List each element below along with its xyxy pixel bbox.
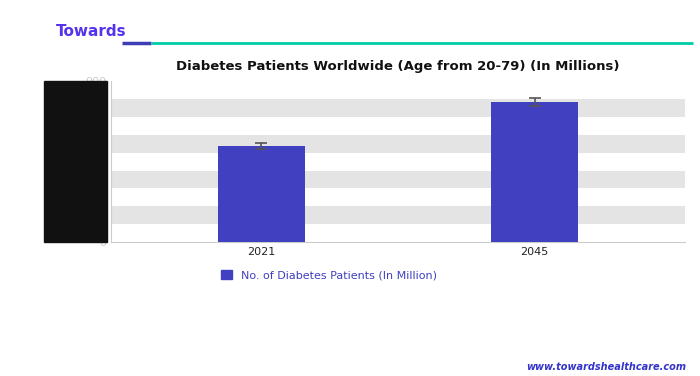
- Bar: [111, 153, 685, 171]
- Title: Diabetes Patients Worldwide (Age from 20-79) (In Millions): Diabetes Patients Worldwide (Age from 20…: [176, 60, 620, 73]
- Bar: [111, 81, 685, 99]
- Bar: [111, 171, 685, 188]
- Bar: [111, 117, 685, 135]
- Bar: [111, 99, 685, 117]
- Legend: No. of Diabetes Patients (In Million): No. of Diabetes Patients (In Million): [217, 266, 442, 285]
- Bar: [111, 224, 685, 242]
- Bar: [111, 188, 685, 206]
- Text: Towards: Towards: [56, 24, 126, 39]
- Bar: [491, 102, 578, 242]
- Text: www.towardshealthcare.com: www.towardshealthcare.com: [526, 362, 686, 372]
- Bar: [111, 206, 685, 224]
- Bar: [111, 135, 685, 153]
- Bar: [218, 146, 305, 242]
